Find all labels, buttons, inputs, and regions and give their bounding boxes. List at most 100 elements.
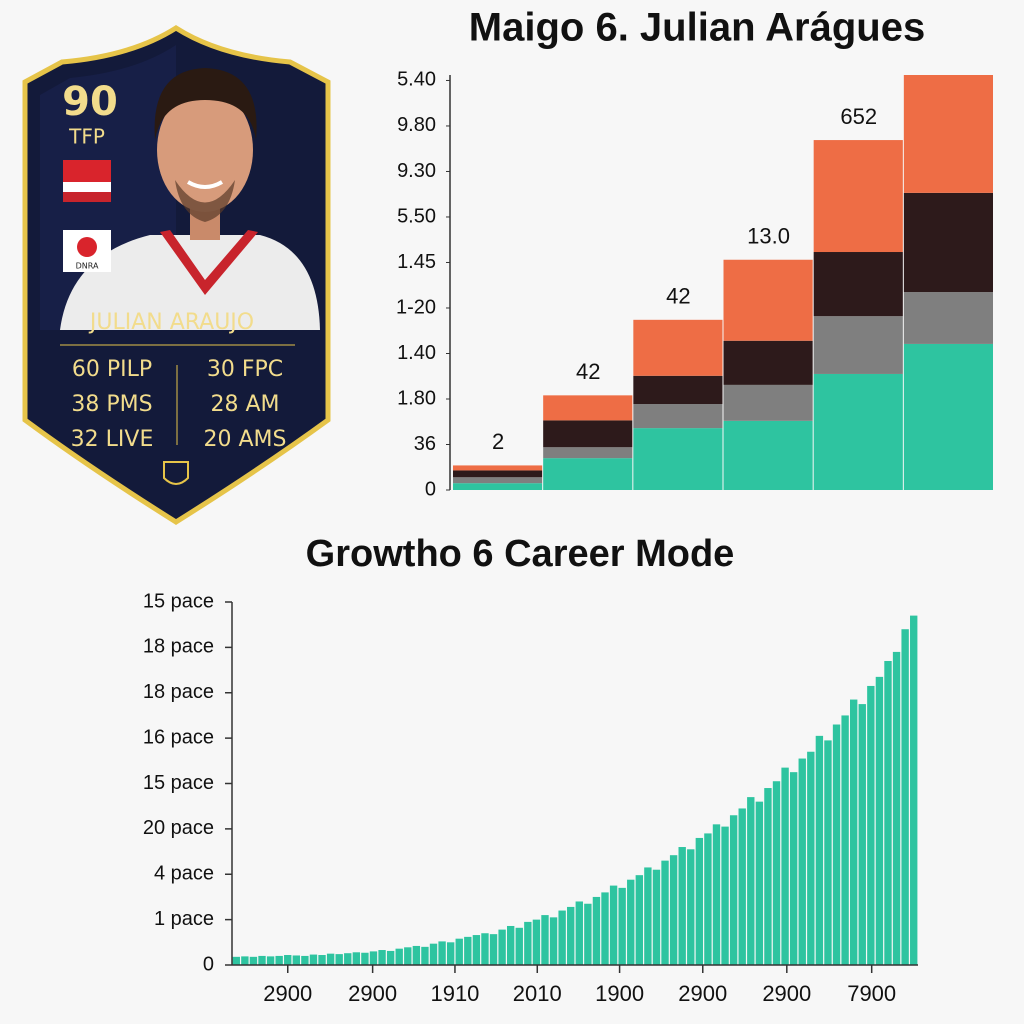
bar <box>704 833 712 965</box>
bar-segment <box>723 384 813 421</box>
stat: 30 FPC <box>207 357 283 382</box>
bar <box>815 735 824 965</box>
bar <box>481 933 489 965</box>
smile <box>186 180 224 189</box>
bar <box>361 952 369 965</box>
bar <box>781 767 789 965</box>
bar <box>292 955 300 965</box>
bar <box>695 837 704 965</box>
bar-segment <box>723 340 813 385</box>
x-tick-label: 2900 <box>263 981 312 1006</box>
y-tick-label: 1.80 <box>397 387 436 409</box>
bar <box>584 903 592 965</box>
y-tick-label: 0 <box>203 953 214 975</box>
bar <box>352 952 361 965</box>
y-tick-label: 0 <box>425 478 436 500</box>
bar <box>412 945 421 965</box>
bar <box>644 867 652 965</box>
x-tick-label: 2900 <box>348 981 397 1006</box>
bar-segment <box>903 292 993 344</box>
bar-segment <box>543 458 633 490</box>
bar <box>507 925 515 965</box>
bar-segment <box>633 403 723 429</box>
bar <box>789 772 798 965</box>
bar-segment <box>543 447 633 459</box>
y-tick-label: 16 pace <box>143 726 214 748</box>
bar-label: 42 <box>666 284 690 309</box>
bar <box>627 879 635 965</box>
bar <box>532 919 541 965</box>
stat: 28 AM <box>210 392 279 417</box>
bar-segment <box>813 140 903 253</box>
hair <box>154 68 257 140</box>
bar <box>318 955 326 965</box>
bar-segment <box>903 192 993 293</box>
bar-segment <box>903 343 993 490</box>
bar <box>841 715 849 965</box>
bar-segment <box>813 373 903 490</box>
x-tick-label: 2900 <box>762 981 811 1006</box>
bar-segment <box>453 477 543 484</box>
bar <box>592 896 601 965</box>
bar-segment <box>633 428 723 490</box>
bar <box>798 758 806 965</box>
bar <box>875 676 884 965</box>
y-tick-label: 15 pace <box>143 772 214 794</box>
bar <box>807 751 815 965</box>
bar <box>635 875 643 965</box>
bar <box>386 950 395 965</box>
bar <box>284 955 292 965</box>
x-tick-label: 1910 <box>430 981 479 1006</box>
bar <box>669 855 678 965</box>
bar <box>326 953 335 965</box>
bar <box>772 781 781 965</box>
bar <box>541 915 549 965</box>
bar <box>901 629 909 965</box>
bar-label: 652 <box>840 104 877 129</box>
y-tick-label: 5.40 <box>397 69 436 91</box>
bar <box>729 815 738 965</box>
flag-1-stripe <box>63 192 111 202</box>
bar-segment <box>453 465 543 471</box>
stat: 32 LIVE <box>71 427 154 452</box>
y-tick-label: 20 pace <box>143 817 214 839</box>
bar <box>335 954 343 965</box>
bar <box>892 651 901 965</box>
y-tick-label: 18 pace <box>143 636 214 658</box>
player-name: JULIAN ARAUJO <box>88 310 254 335</box>
bar <box>712 824 721 965</box>
bar-segment <box>453 483 543 490</box>
x-tick-label: 1900 <box>595 981 644 1006</box>
bar <box>858 704 866 965</box>
bar <box>567 906 575 965</box>
face <box>157 88 253 212</box>
bar <box>438 941 446 965</box>
bar <box>395 948 403 965</box>
bar <box>455 938 463 965</box>
beard <box>175 180 235 222</box>
flag-2-sun <box>77 237 97 257</box>
bar <box>747 797 755 965</box>
y-tick-label: 1.45 <box>397 251 436 273</box>
y-tick-label: 5.50 <box>397 205 436 227</box>
bar <box>266 956 275 965</box>
bar <box>515 927 523 965</box>
stat: 60 PILP <box>72 357 152 382</box>
stat: 20 AMS <box>204 427 287 452</box>
bar-segment <box>543 420 633 448</box>
bar-label: 2 <box>492 429 504 454</box>
bar <box>609 885 618 965</box>
bar <box>601 892 609 965</box>
bar <box>378 950 386 965</box>
bar <box>344 953 352 965</box>
bar <box>884 660 892 965</box>
bar <box>618 887 626 965</box>
bar <box>232 956 240 965</box>
bar <box>275 955 283 965</box>
x-tick-label: 2010 <box>513 981 562 1006</box>
bar <box>832 724 841 965</box>
x-tick-label: 2900 <box>678 981 727 1006</box>
bar <box>910 615 918 965</box>
y-tick-label: 18 pace <box>143 681 214 703</box>
